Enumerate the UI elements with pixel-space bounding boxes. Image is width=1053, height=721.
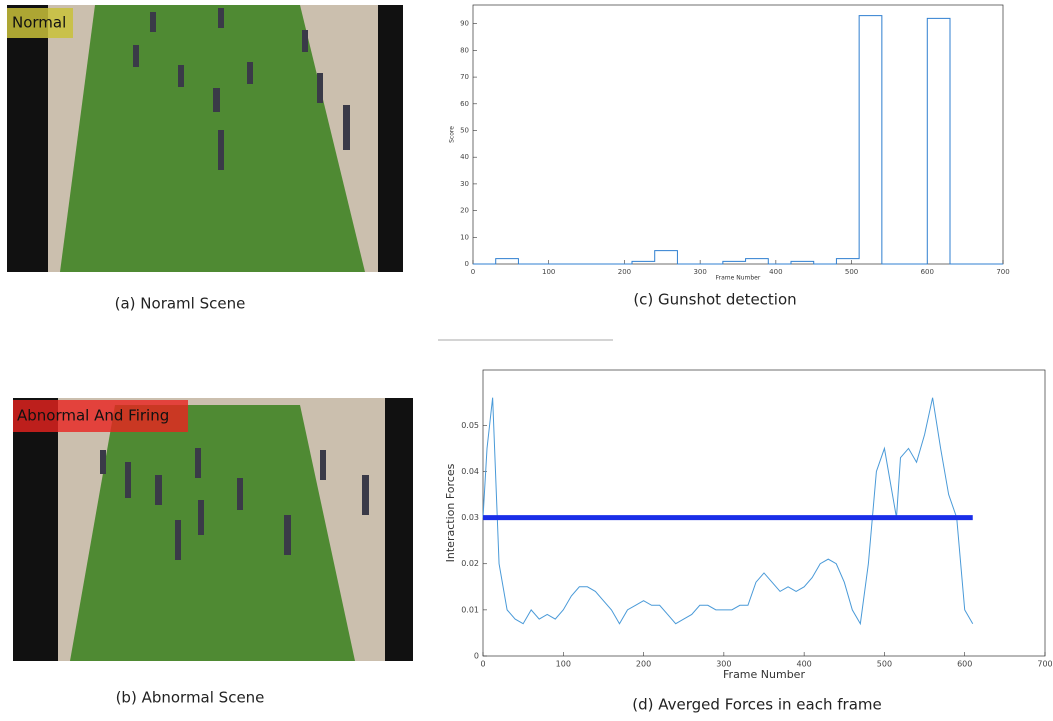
y-tick-label: 70	[460, 73, 469, 81]
y-tick-label: 30	[460, 180, 469, 188]
y-tick-label: 20	[460, 207, 469, 215]
x-tick-label: 0	[471, 268, 475, 276]
y-tick-label: 0	[465, 260, 469, 268]
x-tick-label: 500	[877, 660, 892, 669]
y-tick-label: 60	[460, 100, 469, 108]
data-line	[473, 16, 1003, 264]
x-axis-label: Frame Number	[716, 275, 761, 282]
y-tick-label: 0.01	[461, 605, 479, 614]
figure: Normal (a) Noraml Scene Abnormal And Fir…	[0, 0, 1053, 717]
x-tick-label: 100	[542, 268, 555, 276]
x-tick-label: 400	[769, 268, 782, 276]
y-axis-label: Score	[448, 126, 455, 143]
x-axis-label: Frame Number	[723, 668, 805, 681]
y-tick-label: 50	[460, 126, 469, 134]
y-tick-label: 0	[474, 652, 479, 661]
caption: (a) Noraml Scene	[115, 295, 246, 313]
y-tick-label: 40	[460, 153, 469, 161]
scene-label: Abnormal And Firing	[17, 407, 169, 425]
x-tick-label: 600	[957, 660, 972, 669]
y-tick-label: 10	[460, 233, 469, 241]
caption: (d) Averged Forces in each frame	[632, 696, 881, 714]
data-line	[483, 398, 973, 624]
scene-abnormal: Abnormal And Firing	[13, 398, 413, 661]
y-axis-label: Interaction Forces	[444, 463, 457, 562]
x-tick-label: 600	[921, 268, 934, 276]
x-tick-label: 500	[845, 268, 858, 276]
x-tick-label: 700	[1037, 660, 1052, 669]
plot-frame	[473, 5, 1003, 264]
caption: (b) Abnormal Scene	[116, 689, 265, 707]
x-tick-label: 200	[636, 660, 651, 669]
y-tick-label: 80	[460, 46, 469, 54]
y-tick-label: 90	[460, 20, 469, 28]
x-tick-label: 200	[618, 268, 631, 276]
y-tick-label: 0.02	[461, 559, 479, 568]
x-tick-label: 100	[556, 660, 571, 669]
x-tick-label: 0	[480, 660, 485, 669]
scene-normal: Normal	[7, 5, 403, 272]
caption: (c) Gunshot detection	[633, 291, 796, 309]
x-tick-label: 300	[693, 268, 706, 276]
y-tick-label: 0.03	[461, 513, 479, 522]
y-tick-label: 0.04	[461, 467, 479, 476]
plot-frame	[483, 370, 1045, 656]
scene-label: Normal	[12, 14, 66, 32]
y-tick-label: 0.05	[461, 421, 479, 430]
x-tick-label: 700	[996, 268, 1009, 276]
